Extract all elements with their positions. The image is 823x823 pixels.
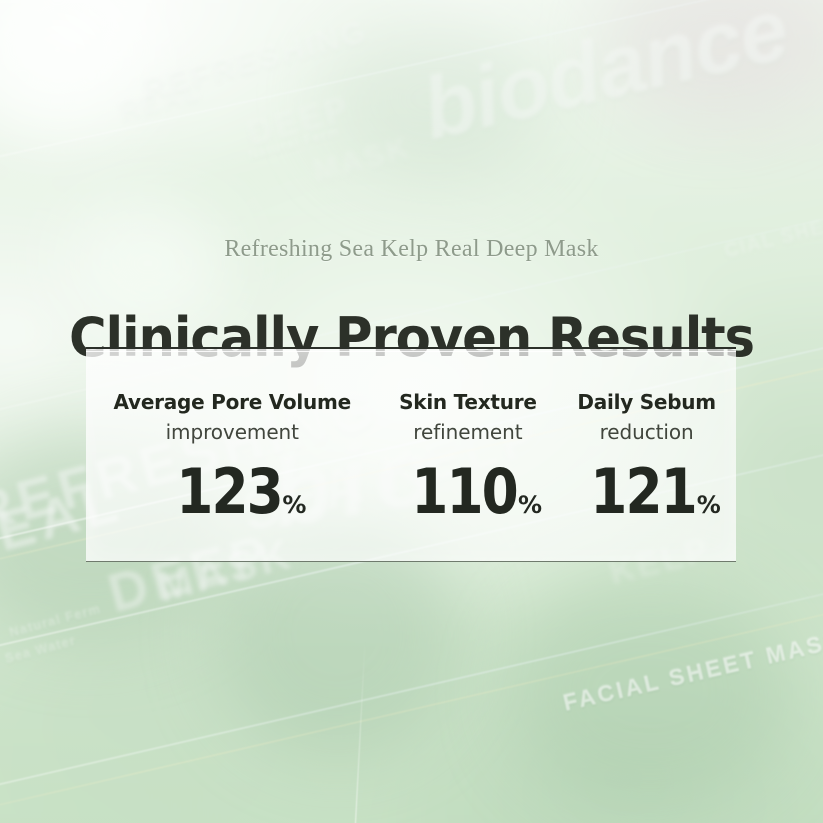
stat-column-daily-sebum: Daily Sebum reduction 121%	[557, 392, 736, 523]
panel-top-hairline	[86, 351, 736, 352]
stat-subtitle: refinement	[413, 420, 523, 444]
stat-title: Skin Texture	[399, 390, 537, 414]
stat-unit: %	[696, 491, 721, 519]
stat-unit: %	[282, 491, 306, 519]
stat-number: 123	[175, 455, 284, 528]
stat-value: 123%	[86, 461, 379, 523]
stat-column-skin-texture: Skin Texture refinement 110%	[379, 392, 558, 523]
stat-subtitle: reduction	[599, 420, 694, 444]
stat-title: Daily Sebum	[577, 390, 716, 414]
stat-value: 110%	[379, 461, 558, 523]
stats-columns: Average Pore Volume improvement 123% Ski…	[86, 349, 736, 561]
clinical-results-panel: Average Pore Volume improvement 123% Ski…	[86, 347, 736, 562]
stat-value: 121%	[557, 461, 736, 523]
stat-number: 110	[411, 455, 519, 528]
stat-number: 121	[590, 455, 698, 528]
stat-column-average-pore-volume: Average Pore Volume improvement 123%	[86, 392, 379, 523]
stat-subtitle: improvement	[165, 420, 299, 444]
stat-title: Average Pore Volume	[113, 390, 352, 414]
stat-unit: %	[518, 491, 542, 519]
product-name-eyebrow: Refreshing Sea Kelp Real Deep Mask	[224, 236, 599, 262]
